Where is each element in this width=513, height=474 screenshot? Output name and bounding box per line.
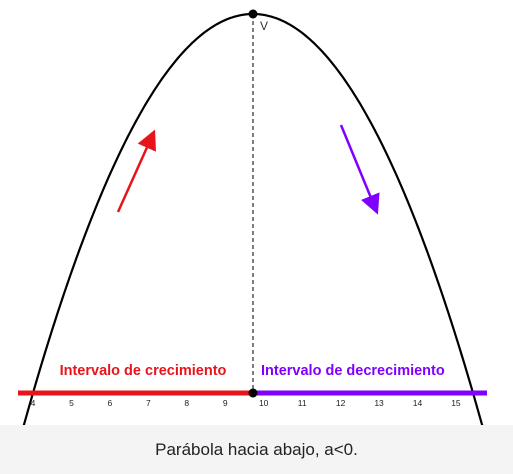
- figure: V Intervalo de crecimiento Intervalo de …: [0, 0, 513, 425]
- axis-tick-label: 15: [451, 398, 461, 408]
- axis-point: [248, 388, 258, 398]
- left-label: Intervalo de crecimiento: [60, 363, 227, 379]
- caption: Parábola hacia abajo, a<0.: [155, 439, 358, 459]
- axis-tick-label: 9: [223, 398, 228, 408]
- axis-tick-label: 12: [336, 398, 346, 408]
- axis-tick-label: 14: [413, 398, 423, 408]
- vertex-label: V: [260, 19, 268, 33]
- axis-tick-label: 7: [146, 398, 151, 408]
- down-arrow: [339, 124, 380, 215]
- background: [0, 0, 513, 425]
- axis-tick-label: 5: [69, 398, 74, 408]
- axis-tick-label: 11: [298, 398, 307, 408]
- axis-tick-label: 6: [108, 398, 113, 408]
- vertex: [248, 9, 258, 19]
- right-label: Intervalo de decrecimiento: [261, 363, 445, 379]
- axis-tick-label: 10: [259, 398, 269, 408]
- axis-tick-label: 13: [374, 398, 384, 408]
- axis-tick-label: 4: [31, 398, 36, 408]
- axis-tick-label: 8: [184, 398, 189, 408]
- up-arrow: [116, 129, 156, 213]
